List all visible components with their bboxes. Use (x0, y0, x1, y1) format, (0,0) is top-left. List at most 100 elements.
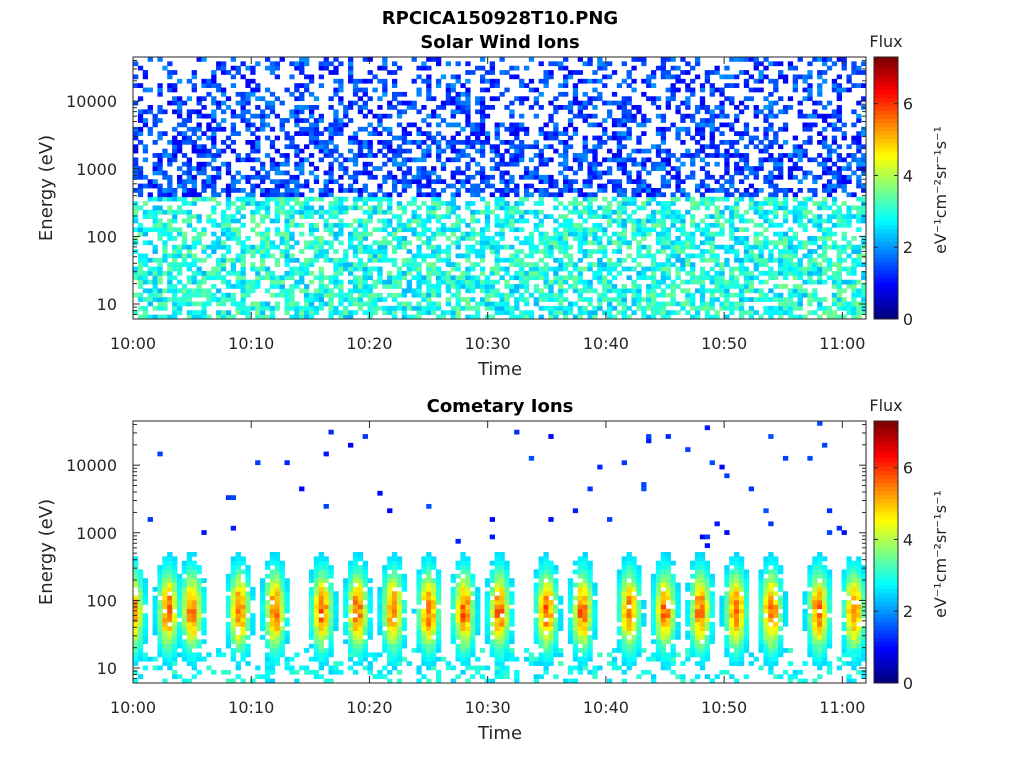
heatmap-cell (519, 262, 525, 267)
heatmap-cell (377, 270, 383, 276)
heatmap-cell (372, 305, 378, 311)
heatmap-cell (196, 109, 202, 115)
heatmap-cell (299, 183, 305, 189)
heatmap-cell (597, 183, 603, 189)
heatmap-cell (558, 301, 564, 307)
heatmap-cell (724, 192, 730, 198)
heatmap-cell (279, 240, 285, 246)
heatmap-cell (582, 310, 588, 316)
heatmap-cell (284, 292, 290, 298)
heatmap-cell (650, 314, 657, 320)
heatmap-cell (738, 214, 745, 219)
heatmap-cell (406, 139, 412, 145)
heatmap-cell (450, 231, 456, 237)
heatmap-cell (176, 310, 183, 316)
heatmap-cell (782, 188, 789, 193)
heatmap-cell (748, 57, 755, 62)
heatmap-cell (387, 279, 393, 285)
heatmap-cell (299, 192, 305, 198)
heatmap-cell (348, 70, 354, 75)
heatmap-cell (714, 126, 720, 132)
heatmap-cell (484, 227, 491, 233)
heatmap-cell (372, 192, 378, 198)
heatmap-cell (836, 249, 842, 254)
heatmap-cell (846, 240, 852, 246)
heatmap-cell (343, 166, 349, 171)
heatmap-cell (753, 170, 759, 176)
heatmap-cell (201, 144, 207, 150)
heatmap-cell (548, 135, 554, 141)
heatmap-cell (738, 310, 745, 316)
heatmap-cell (176, 100, 183, 106)
heatmap-cell (504, 192, 510, 198)
heatmap-cell (440, 166, 447, 171)
heatmap-cell (279, 161, 285, 167)
heatmap-cell (255, 83, 261, 88)
heatmap-cell (582, 227, 588, 233)
heatmap-cell (553, 183, 559, 189)
heatmap-cell (216, 87, 222, 93)
x-tick-label: 10:20 (346, 334, 392, 353)
heatmap-cell (841, 179, 847, 185)
heatmap-cell (514, 218, 520, 224)
heatmap-cell (475, 122, 481, 128)
heatmap-cell (367, 148, 373, 154)
heatmap-cell (382, 65, 388, 71)
heatmap-cell (284, 209, 290, 215)
heatmap-cell (225, 196, 232, 202)
heatmap-cell (299, 310, 305, 316)
heatmap-cell (822, 183, 828, 189)
heatmap-cell (572, 236, 579, 241)
heatmap-cell (181, 135, 188, 141)
heatmap-cell (142, 621, 149, 627)
heatmap-cell (435, 122, 442, 128)
heatmap-cell (338, 78, 344, 84)
heatmap-cell (206, 183, 212, 189)
heatmap-cell (181, 196, 188, 202)
heatmap-cell (323, 284, 329, 289)
heatmap-cell (826, 257, 833, 263)
heatmap-cell (421, 192, 427, 198)
heatmap-cell (450, 284, 456, 289)
heatmap-cell (352, 279, 359, 285)
heatmap-cell (787, 310, 794, 316)
heatmap-cell (509, 214, 515, 219)
heatmap-cell (367, 292, 373, 298)
heatmap-cell (831, 161, 838, 167)
heatmap-cell (543, 305, 549, 311)
heatmap-cell (553, 105, 559, 110)
heatmap-cell (230, 266, 237, 272)
heatmap-cell (729, 153, 735, 158)
heatmap-cell (778, 266, 784, 272)
heatmap-cell (729, 244, 735, 250)
heatmap-cell (201, 288, 207, 294)
heatmap-cell (431, 135, 437, 141)
heatmap-cell (250, 157, 256, 163)
heatmap-cell (269, 314, 276, 320)
heatmap-cell (289, 244, 295, 250)
heatmap-cell (572, 279, 579, 285)
heatmap-cell (607, 157, 613, 163)
heatmap-cell (768, 100, 774, 106)
heatmap-cell (709, 131, 715, 136)
heatmap-cell (157, 617, 163, 623)
heatmap-cell (396, 122, 403, 128)
heatmap-cell (763, 144, 769, 150)
heatmap-cell (176, 270, 183, 276)
heatmap-cell (435, 231, 442, 237)
heatmap-cell (631, 161, 637, 167)
heatmap-cell (631, 188, 637, 193)
heatmap-cell (665, 231, 671, 237)
heatmap-cell (709, 109, 715, 115)
heatmap-cell (323, 144, 329, 150)
heatmap-cell (133, 621, 139, 627)
heatmap-cell (753, 275, 759, 281)
heatmap-cell (675, 170, 681, 176)
heatmap-cell (333, 122, 339, 128)
heatmap-cell (475, 209, 481, 215)
heatmap-cell (690, 236, 696, 241)
heatmap-cell (440, 74, 447, 80)
heatmap-cell (460, 253, 466, 259)
heatmap-cell (411, 275, 417, 281)
